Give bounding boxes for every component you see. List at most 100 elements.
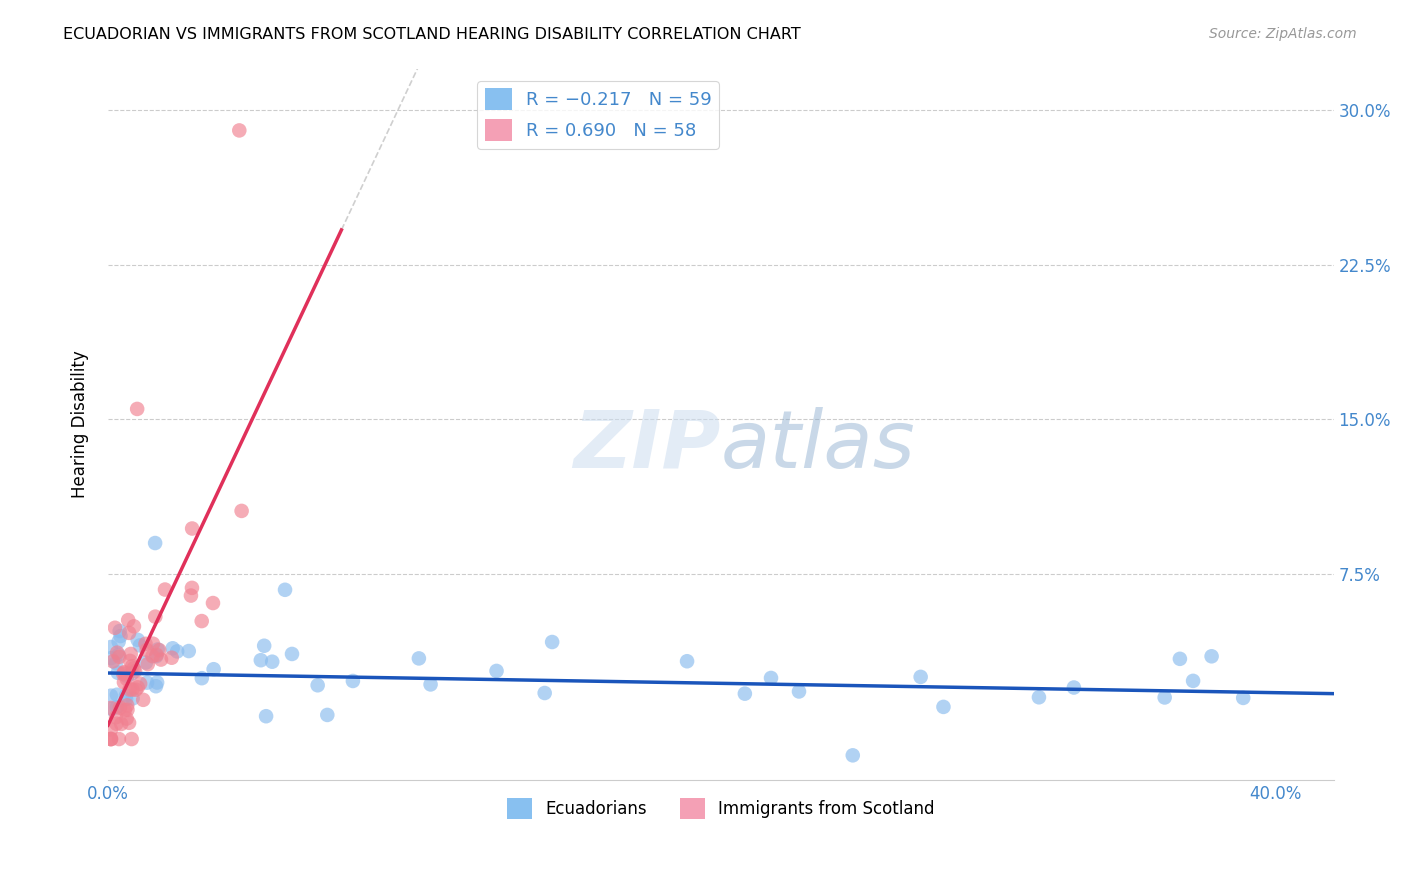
Point xyxy=(125,682,148,697)
Point xyxy=(1063,681,1085,695)
Point xyxy=(910,670,932,684)
Point xyxy=(100,702,122,716)
Point xyxy=(112,665,135,680)
Point xyxy=(107,665,129,680)
Point xyxy=(108,624,131,638)
Point xyxy=(201,596,224,610)
Point xyxy=(148,643,170,657)
Point xyxy=(100,689,122,703)
Point xyxy=(121,659,143,673)
Point xyxy=(228,123,250,137)
Y-axis label: Hearing Disability: Hearing Disability xyxy=(72,351,89,499)
Point xyxy=(121,682,143,697)
Point xyxy=(122,661,145,675)
Point xyxy=(100,701,122,715)
Point xyxy=(180,589,202,603)
Point xyxy=(115,712,138,726)
Point xyxy=(108,732,131,747)
Point xyxy=(676,654,699,668)
Point xyxy=(129,676,152,690)
Point xyxy=(136,657,159,672)
Point xyxy=(177,644,200,658)
Point xyxy=(759,671,782,685)
Point xyxy=(1201,649,1223,664)
Text: ECUADORIAN VS IMMIGRANTS FROM SCOTLAND HEARING DISABILITY CORRELATION CHART: ECUADORIAN VS IMMIGRANTS FROM SCOTLAND H… xyxy=(63,27,801,42)
Point xyxy=(115,669,138,683)
Point xyxy=(419,677,441,691)
Point xyxy=(100,651,122,665)
Point xyxy=(274,582,297,597)
Point xyxy=(146,642,169,657)
Point xyxy=(262,655,284,669)
Point xyxy=(115,698,138,713)
Point xyxy=(118,715,141,730)
Point xyxy=(112,665,135,680)
Point xyxy=(118,682,141,697)
Point xyxy=(127,632,149,647)
Point xyxy=(181,522,204,536)
Point xyxy=(110,629,132,643)
Point xyxy=(120,654,142,668)
Point xyxy=(107,648,129,662)
Point xyxy=(408,651,430,665)
Point xyxy=(932,699,955,714)
Point xyxy=(132,693,155,707)
Point xyxy=(191,671,214,685)
Point xyxy=(734,687,756,701)
Text: Source: ZipAtlas.com: Source: ZipAtlas.com xyxy=(1209,27,1357,41)
Point xyxy=(231,504,253,518)
Point xyxy=(142,637,165,651)
Point xyxy=(108,649,131,664)
Point xyxy=(124,664,146,678)
Point xyxy=(100,732,122,747)
Point xyxy=(145,679,167,693)
Point xyxy=(110,717,132,731)
Point xyxy=(254,709,277,723)
Point xyxy=(115,672,138,686)
Point xyxy=(117,703,139,717)
Point xyxy=(153,582,176,597)
Point xyxy=(127,401,149,416)
Point xyxy=(100,732,122,747)
Point xyxy=(1153,690,1175,705)
Point xyxy=(105,700,128,714)
Point xyxy=(117,613,139,627)
Point xyxy=(121,666,143,681)
Point xyxy=(114,703,136,717)
Point xyxy=(166,644,188,658)
Point xyxy=(121,691,143,706)
Point xyxy=(135,643,157,657)
Point xyxy=(202,662,225,676)
Point xyxy=(115,692,138,706)
Point xyxy=(136,675,159,690)
Point xyxy=(253,639,276,653)
Point xyxy=(115,689,138,703)
Point xyxy=(105,710,128,724)
Point xyxy=(485,664,508,678)
Point xyxy=(250,653,273,667)
Point xyxy=(1028,690,1050,705)
Point xyxy=(1232,690,1254,705)
Point xyxy=(112,667,135,681)
Point xyxy=(105,688,128,702)
Point xyxy=(1168,652,1191,666)
Point xyxy=(112,675,135,690)
Point xyxy=(134,637,156,651)
Point xyxy=(181,581,204,595)
Point xyxy=(141,649,163,664)
Point xyxy=(146,675,169,690)
Point xyxy=(281,647,304,661)
Point xyxy=(842,748,865,763)
Point xyxy=(145,649,167,664)
Point xyxy=(150,652,173,666)
Point xyxy=(122,619,145,633)
Point xyxy=(162,641,184,656)
Point xyxy=(145,648,167,662)
Point xyxy=(160,650,183,665)
Point xyxy=(118,626,141,640)
Point xyxy=(135,656,157,670)
Point xyxy=(120,647,142,661)
Point xyxy=(342,673,364,688)
Point xyxy=(121,732,143,747)
Point xyxy=(100,640,122,654)
